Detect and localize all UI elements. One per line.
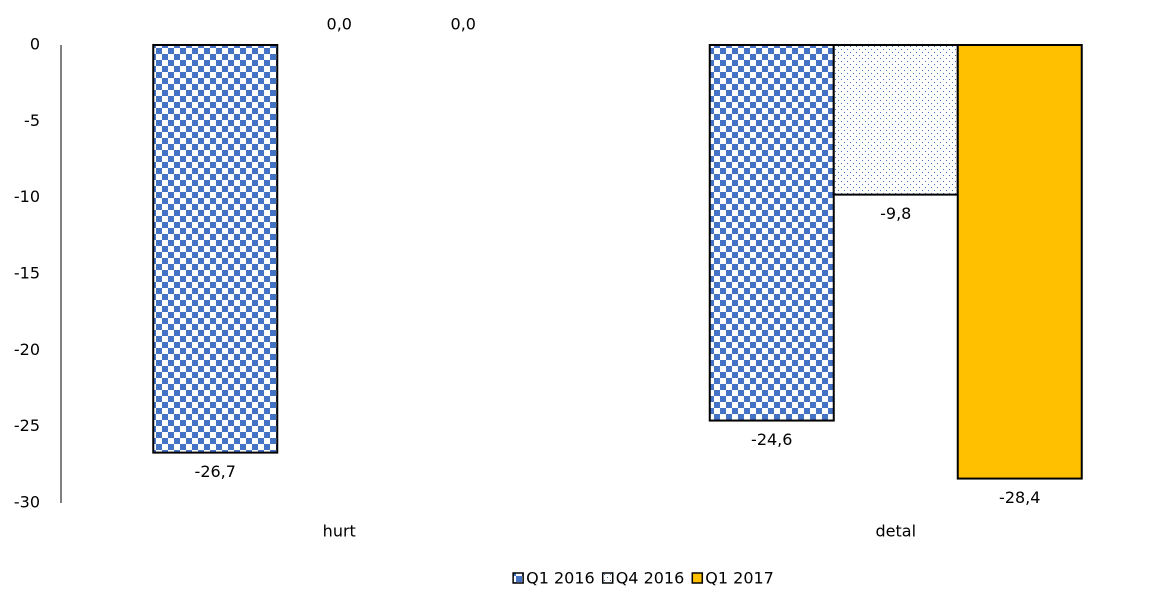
y-tick-label: -30 bbox=[14, 493, 40, 512]
bar bbox=[956, 44, 1083, 480]
y-tick-label: -10 bbox=[14, 187, 40, 206]
value-label: 0,0 bbox=[451, 15, 476, 34]
y-tick-label: -20 bbox=[14, 340, 40, 359]
value-label: -28,4 bbox=[999, 488, 1040, 507]
legend-label: Q1 2017 bbox=[705, 569, 774, 588]
bar bbox=[832, 44, 959, 196]
y-tick-label: -5 bbox=[24, 111, 40, 130]
bar bbox=[152, 44, 279, 454]
y-tick-label: -25 bbox=[14, 416, 40, 435]
y-tick-label: 0 bbox=[30, 35, 40, 54]
legend-label: Q4 2016 bbox=[616, 569, 685, 588]
legend-marker bbox=[512, 572, 524, 584]
value-label: -9,8 bbox=[880, 204, 911, 223]
x-tick-label: hurt bbox=[323, 522, 356, 541]
legend-label: Q1 2016 bbox=[526, 569, 595, 588]
legend-marker bbox=[691, 572, 704, 584]
legend-marker bbox=[601, 572, 614, 584]
bar bbox=[708, 44, 835, 422]
value-label: -24,6 bbox=[751, 430, 792, 449]
y-tick-label: -15 bbox=[14, 264, 40, 283]
x-tick-label: detal bbox=[875, 522, 916, 541]
value-label: -26,7 bbox=[195, 462, 236, 481]
value-label: 0,0 bbox=[327, 15, 352, 34]
